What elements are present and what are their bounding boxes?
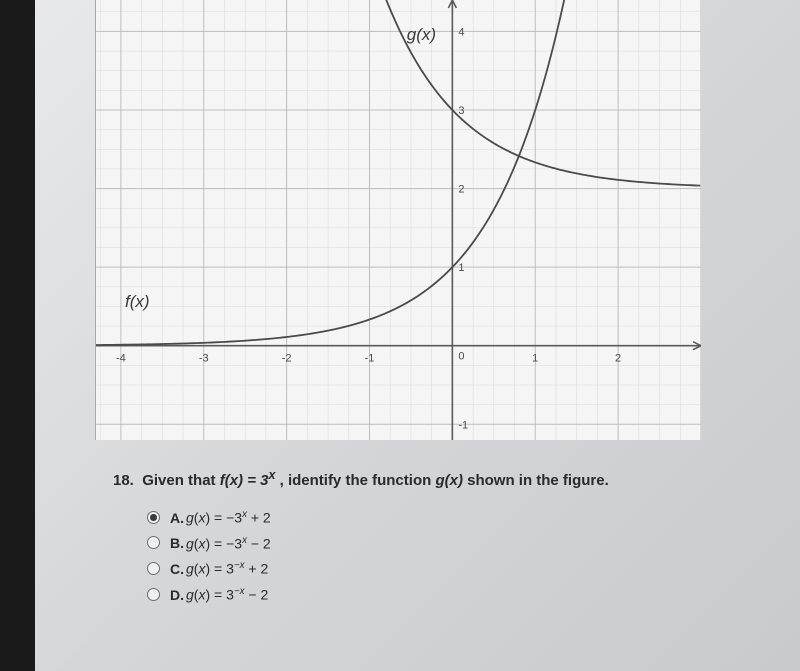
- svg-text:-1: -1: [365, 353, 375, 365]
- option-a[interactable]: A.g(x) = −3x + 2: [147, 509, 800, 526]
- q-fx: f(x) = 3x: [220, 472, 280, 489]
- radio-d[interactable]: [147, 588, 160, 601]
- option-body: C.g(x) = 3−x + 2: [170, 560, 268, 577]
- svg-text:2: 2: [458, 184, 464, 196]
- svg-text:-2: -2: [282, 353, 292, 365]
- graph-container: -4-3-2-1012-11234 f(x) g(x): [95, 0, 700, 440]
- svg-text:-1: -1: [458, 419, 468, 431]
- options-list: A.g(x) = −3x + 2 B.g(x) = −3x − 2 C.g(x) =…: [147, 509, 800, 603]
- svg-text:4: 4: [458, 26, 464, 38]
- option-c[interactable]: C.g(x) = 3−x + 2: [147, 560, 800, 577]
- svg-text:1: 1: [532, 353, 538, 365]
- q-number: 18.: [113, 472, 134, 489]
- svg-text:0: 0: [458, 351, 464, 363]
- radio-c[interactable]: [147, 562, 160, 575]
- option-d[interactable]: D.g(x) = 3−x − 2: [147, 586, 800, 603]
- option-body: A.g(x) = −3x + 2: [170, 509, 271, 526]
- svg-text:3: 3: [458, 105, 464, 117]
- option-body: D.g(x) = 3−x − 2: [170, 586, 268, 603]
- svg-text:-3: -3: [199, 353, 209, 365]
- svg-text:1: 1: [458, 262, 464, 274]
- q-gx: g(x): [435, 472, 463, 489]
- q-after: shown in the figure.: [463, 472, 609, 489]
- question-text: 18. Given that f(x) = 3x , identify the …: [113, 468, 800, 489]
- q-mid: , identify the function: [280, 472, 436, 489]
- worksheet-page: -4-3-2-1012-11234 f(x) g(x) 18. Given th…: [35, 0, 800, 671]
- q-before: Given that: [142, 472, 220, 489]
- option-body: B.g(x) = −3x − 2: [170, 535, 271, 552]
- graph-svg: -4 -3 -2 -1 0 1 2 -1 1 2 3 4: [96, 0, 701, 440]
- option-b[interactable]: B.g(x) = −3x − 2: [147, 535, 800, 552]
- svg-text:-4: -4: [116, 353, 126, 365]
- radio-a[interactable]: [147, 511, 160, 524]
- radio-b[interactable]: [147, 536, 160, 549]
- svg-text:2: 2: [615, 353, 621, 365]
